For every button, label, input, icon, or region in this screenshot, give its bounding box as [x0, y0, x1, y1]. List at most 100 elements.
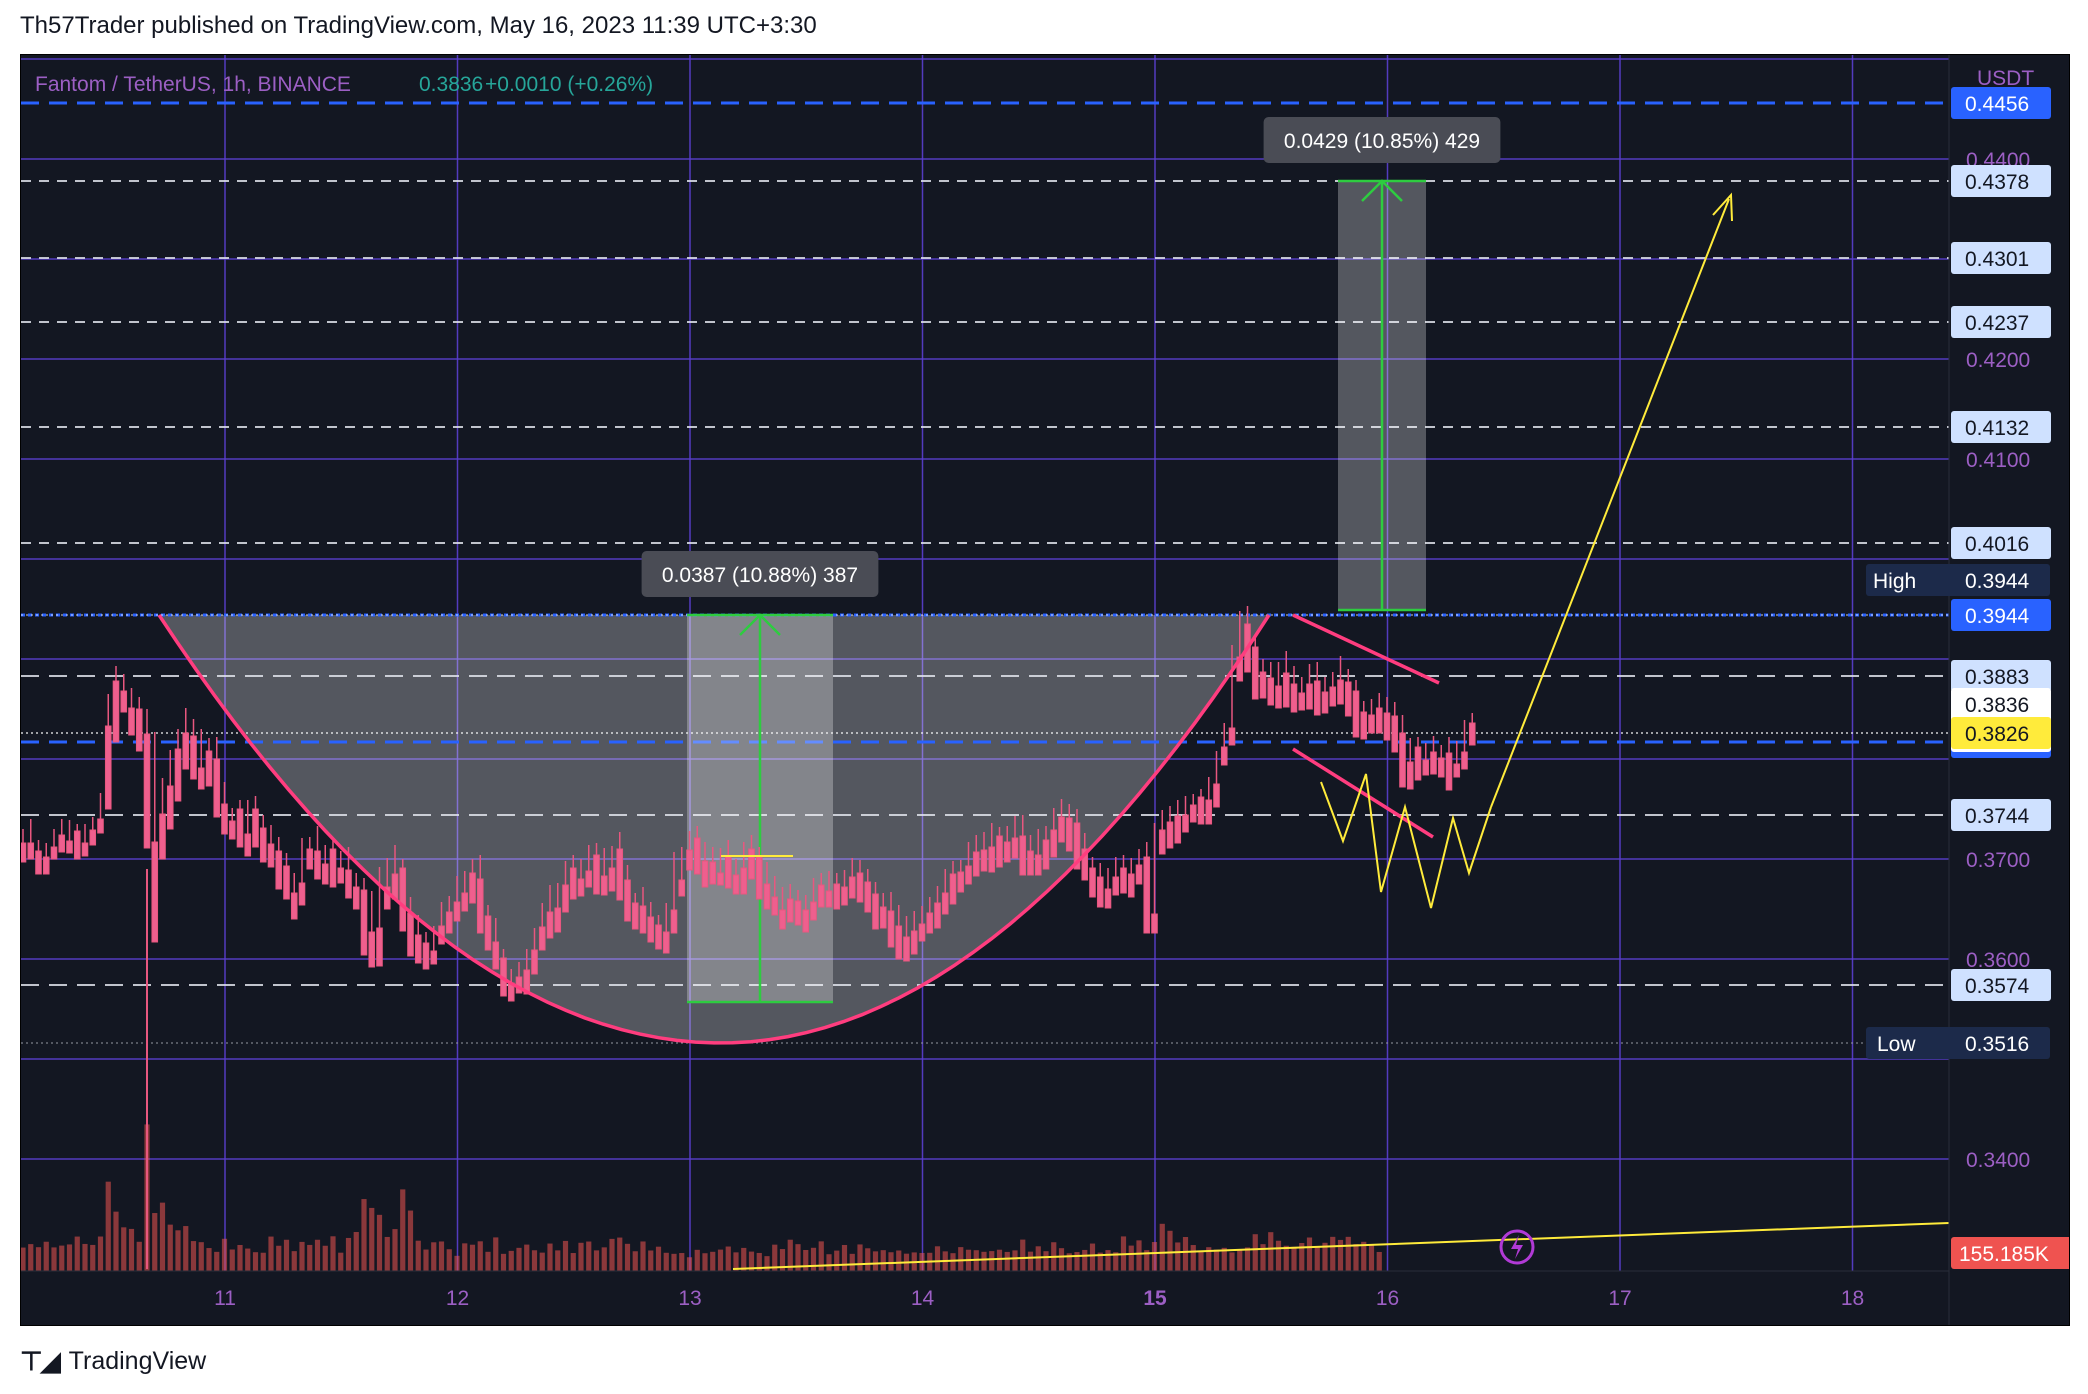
time-tick: 11 [214, 1287, 236, 1310]
candle-body [422, 942, 430, 970]
candle-body [1228, 727, 1236, 746]
chart-frame[interactable]: 0.0387 (10.88%) 387 0.0429 (10.85%) 429 U… [20, 54, 2070, 1326]
candle-body [949, 873, 957, 905]
candle-body [841, 886, 848, 906]
candle-body [1468, 722, 1476, 746]
volume-bar [361, 1199, 367, 1271]
volume-bar [369, 1207, 375, 1271]
candle-body [1003, 841, 1011, 863]
volume-bar [547, 1243, 553, 1271]
price-chart[interactable]: 0.0387 (10.88%) 387 0.0429 (10.85%) 429 U… [21, 55, 2069, 1325]
time-tick: 17 [1608, 1287, 1631, 1310]
volume-trend-line [732, 1222, 1950, 1270]
candle-body [1050, 829, 1058, 858]
measure-arrowhead [739, 613, 781, 636]
candle-body [1360, 711, 1368, 740]
candle-body [1337, 679, 1344, 705]
candle-body [461, 892, 469, 912]
volume-bar [1314, 1246, 1320, 1271]
volume-bar [648, 1250, 654, 1271]
candle-body [1282, 672, 1290, 708]
volume-bar [376, 1214, 383, 1271]
volume-bar [175, 1230, 181, 1271]
volume-bar [438, 1241, 445, 1271]
candle-body [965, 865, 972, 885]
volume-bar [1213, 1249, 1220, 1271]
candle-body [1368, 714, 1375, 734]
volume-bar [849, 1253, 855, 1271]
horizontal-levels [21, 101, 1949, 1044]
volume-bar [276, 1245, 282, 1271]
volume-bar [531, 1250, 538, 1271]
volume-bar [159, 1202, 166, 1271]
candle-body [864, 881, 872, 913]
price-tick: 0.3600 [1966, 949, 2030, 972]
candle-body [27, 842, 35, 860]
volume-bar [795, 1244, 801, 1271]
volume-bar [1113, 1252, 1119, 1271]
cup-curve [157, 614, 1271, 1045]
candle-body [1089, 867, 1096, 898]
candle-body [275, 850, 283, 890]
candle-body [97, 818, 104, 834]
candle-body [972, 851, 980, 877]
candle-body [1275, 685, 1282, 709]
candle-body [1267, 677, 1275, 706]
candle-body [1414, 746, 1422, 781]
candle-body [670, 909, 678, 934]
volume-bar [1144, 1250, 1150, 1271]
candle-body [89, 829, 97, 846]
volume-bar [578, 1242, 584, 1271]
volume-bar [1198, 1250, 1204, 1271]
footer-brand[interactable]: ⊤◢ TradingView [20, 1346, 206, 1377]
volume-bar [772, 1244, 778, 1271]
candle-body [1391, 715, 1399, 753]
level-price-label-bg [1951, 799, 2051, 831]
volume-bar [1361, 1241, 1367, 1271]
volume-bar [779, 1249, 786, 1271]
volume-bars [21, 1124, 1950, 1271]
candle-body [221, 803, 228, 835]
volume-bar [90, 1244, 96, 1271]
volume-label: 155.185K [1959, 1243, 2049, 1266]
candle-body [290, 892, 298, 920]
volume-bar [764, 1256, 770, 1271]
level-price-label: 0.4132 [1965, 417, 2029, 440]
volume-bar [524, 1244, 530, 1271]
candle-body [197, 767, 205, 790]
volume-bar [74, 1236, 80, 1271]
high-value: 0.3944 [1965, 570, 2030, 593]
candle-body [112, 680, 120, 743]
marker-price-label: 0.3826 [1965, 723, 2029, 746]
level-price-label: 0.3883 [1965, 666, 2029, 689]
volume-bar [198, 1242, 204, 1271]
volume-bar [1089, 1243, 1096, 1271]
candle-body [66, 840, 73, 854]
volume-bar [1182, 1237, 1189, 1271]
candle-body [21, 842, 27, 863]
volume-bar [1237, 1249, 1243, 1271]
level-price-label-bg [1951, 599, 2051, 631]
volume-bar [586, 1241, 592, 1271]
volume-bar [431, 1242, 437, 1271]
flag-upper-line [1292, 613, 1440, 685]
candle-body [469, 872, 476, 904]
candle-body [608, 867, 616, 892]
volume-bar [299, 1241, 305, 1271]
measure-boxes: 0.0387 (10.88%) 387 0.0429 (10.85%) 429 [641, 117, 1501, 1004]
volume-bar [1229, 1252, 1235, 1271]
candle-body [1290, 683, 1298, 713]
candle-body [848, 876, 856, 899]
volume-bar [1136, 1240, 1142, 1271]
candle-body [1453, 763, 1461, 778]
candle-body [546, 911, 554, 939]
measure-label: 0.0429 (10.85%) 429 [1284, 130, 1480, 153]
candle-body [143, 733, 151, 849]
volume-bar [1206, 1247, 1212, 1271]
candle-body [1034, 854, 1042, 876]
volume-bar [97, 1236, 104, 1271]
volume-bar [35, 1247, 42, 1271]
volume-bar [1151, 1242, 1158, 1271]
candle-body [453, 901, 461, 922]
candle-body [120, 690, 128, 713]
